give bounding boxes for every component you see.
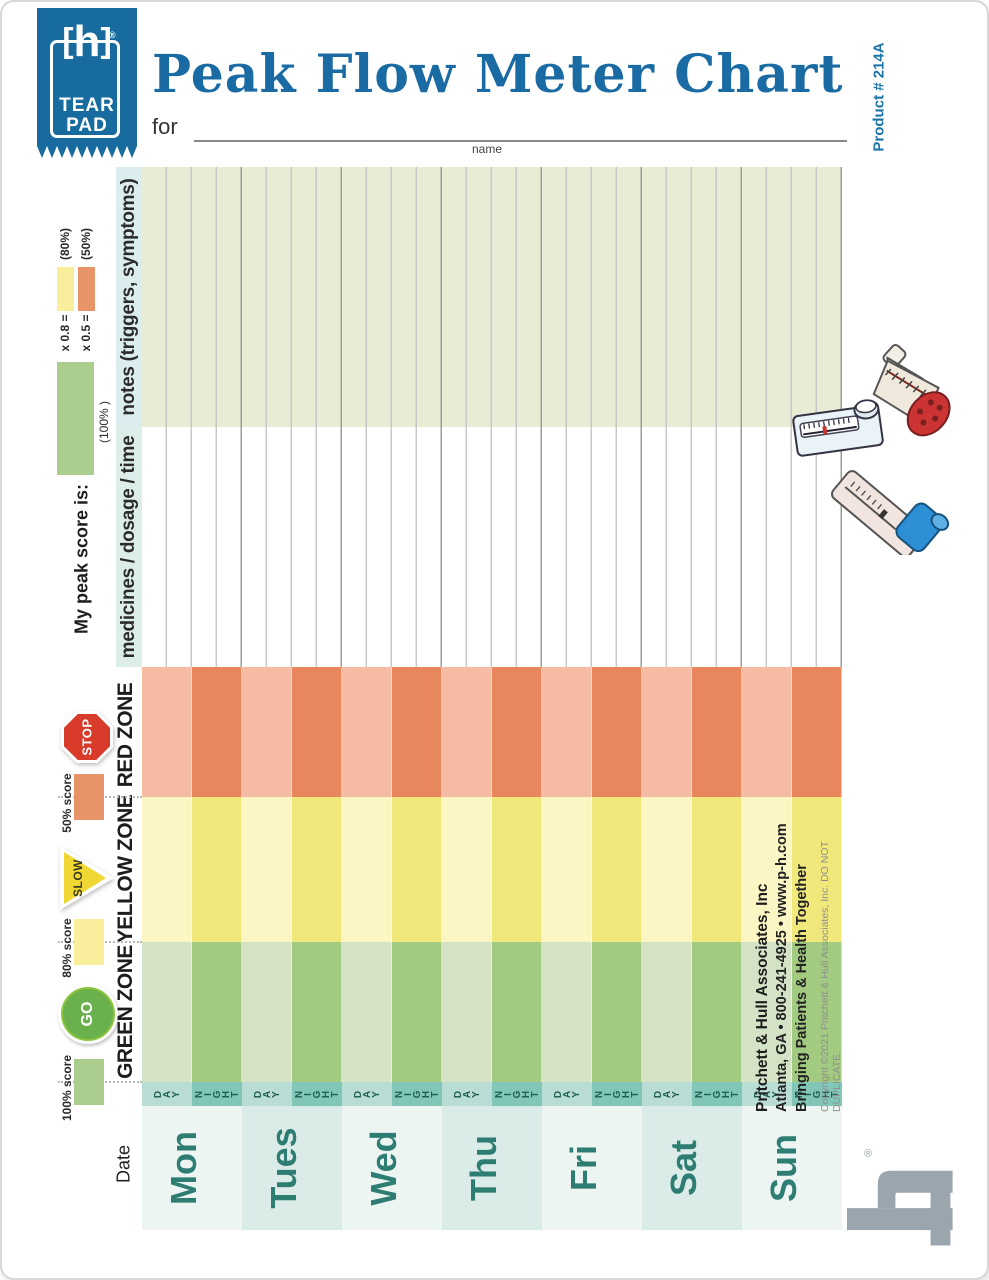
medicines-writing-area[interactable] bbox=[142, 427, 842, 667]
formula-expr-0: x 0.8 = bbox=[58, 314, 72, 352]
formula-expr-1: x 0.5 = bbox=[79, 314, 93, 352]
green-zone-label: GREEN ZONE bbox=[114, 945, 137, 1079]
day-column-fri[interactable]: Fri bbox=[542, 1106, 642, 1230]
publisher-block: Pritchett & Hull Associates, Inc Atlanta… bbox=[753, 782, 987, 1112]
flat-meter-icon bbox=[792, 399, 884, 457]
peak-score-label: My peak score is: bbox=[71, 483, 92, 635]
score-label-100: 100% score bbox=[60, 1054, 74, 1122]
slow-yield-icon: SLOW bbox=[54, 844, 118, 912]
wedge-meter-icon bbox=[831, 470, 950, 558]
peak-score-swatch-100 bbox=[57, 362, 94, 475]
medicines-row-header: medicines / dosage / time bbox=[118, 435, 139, 659]
logo-word-tear: TEAR bbox=[59, 95, 115, 116]
yellow-zone-band[interactable] bbox=[142, 797, 842, 942]
date-label: Date bbox=[113, 1144, 134, 1184]
publisher-contact: Atlanta, GA • 800-241-4925 • www.p-h.com bbox=[774, 823, 791, 1112]
footer-registered-mark: ® bbox=[864, 1148, 873, 1160]
green-zone-band[interactable] bbox=[142, 942, 842, 1082]
logo-pad-outline bbox=[50, 40, 120, 138]
formula-pct-1: (50%) bbox=[79, 227, 93, 261]
cone-meter-icon bbox=[872, 344, 951, 437]
logo-word-pad: PAD bbox=[66, 115, 108, 136]
yellow-zone-label: YELLOW ZONE bbox=[114, 794, 137, 944]
publisher-name: Pritchett & Hull Associates, Inc bbox=[754, 883, 771, 1112]
day-column-mon[interactable]: Mon bbox=[142, 1106, 242, 1230]
peak-flow-meter-illustrations bbox=[787, 320, 987, 558]
day-column-sun[interactable]: Sun bbox=[742, 1106, 842, 1230]
stop-sign-icon: STOP bbox=[61, 711, 113, 763]
product-code: Product # 214A bbox=[870, 42, 888, 152]
day-name-label: Sat bbox=[663, 1139, 704, 1197]
red-zone-band[interactable] bbox=[142, 667, 842, 797]
notes-writing-area[interactable] bbox=[142, 167, 842, 427]
logo-h-icon: [h] bbox=[62, 17, 112, 66]
name-caption: name bbox=[472, 142, 503, 156]
day-name-label: Fri bbox=[563, 1144, 604, 1192]
score-swatch-80 bbox=[74, 919, 104, 965]
day-name-label: Thu bbox=[463, 1135, 504, 1201]
copyright-notice: Copyright ©2021 Pritchett & Hull Associa… bbox=[819, 841, 844, 1112]
day-column-wed[interactable]: Wed bbox=[342, 1106, 442, 1230]
red-zone-label: RED ZONE bbox=[114, 682, 137, 788]
day-name-label: Tues bbox=[263, 1127, 304, 1209]
tearpad-logo: [h] ® TEAR PAD bbox=[37, 8, 137, 158]
notes-row-header: notes (triggers, symptoms) bbox=[118, 178, 139, 416]
formula-pct-0: (80%) bbox=[58, 227, 72, 261]
day-column-sat[interactable]: Sat bbox=[642, 1106, 742, 1230]
hundred-pct-label: (100% ) bbox=[97, 400, 111, 444]
page-title: Peak Flow Meter Chart bbox=[152, 44, 844, 105]
day-column-thu[interactable]: Thu bbox=[442, 1106, 542, 1230]
day-column-tues[interactable]: Tues bbox=[242, 1106, 342, 1230]
name-blank-line[interactable] bbox=[194, 140, 847, 142]
formula-swatch-1 bbox=[78, 267, 95, 311]
score-swatch-100 bbox=[74, 1059, 104, 1105]
for-label: for bbox=[152, 114, 178, 139]
score-label-50: 50% score bbox=[60, 773, 74, 833]
medicines-header-strip bbox=[116, 427, 142, 667]
publisher-tagline: Bringing Patients & Health Together bbox=[793, 864, 810, 1112]
day-name-label: Mon bbox=[163, 1131, 204, 1205]
day-name-label: Wed bbox=[363, 1130, 404, 1206]
pritchett-hull-h-icon bbox=[847, 1152, 957, 1262]
score-label-80: 80% score bbox=[60, 918, 74, 978]
logo-registered-mark: ® bbox=[109, 30, 116, 40]
formula-swatch-0 bbox=[57, 267, 74, 311]
notes-header-strip bbox=[116, 167, 142, 427]
day-name-label: Sun bbox=[763, 1134, 804, 1202]
go-circle-icon: GO bbox=[58, 984, 118, 1044]
score-swatch-50 bbox=[74, 774, 104, 820]
